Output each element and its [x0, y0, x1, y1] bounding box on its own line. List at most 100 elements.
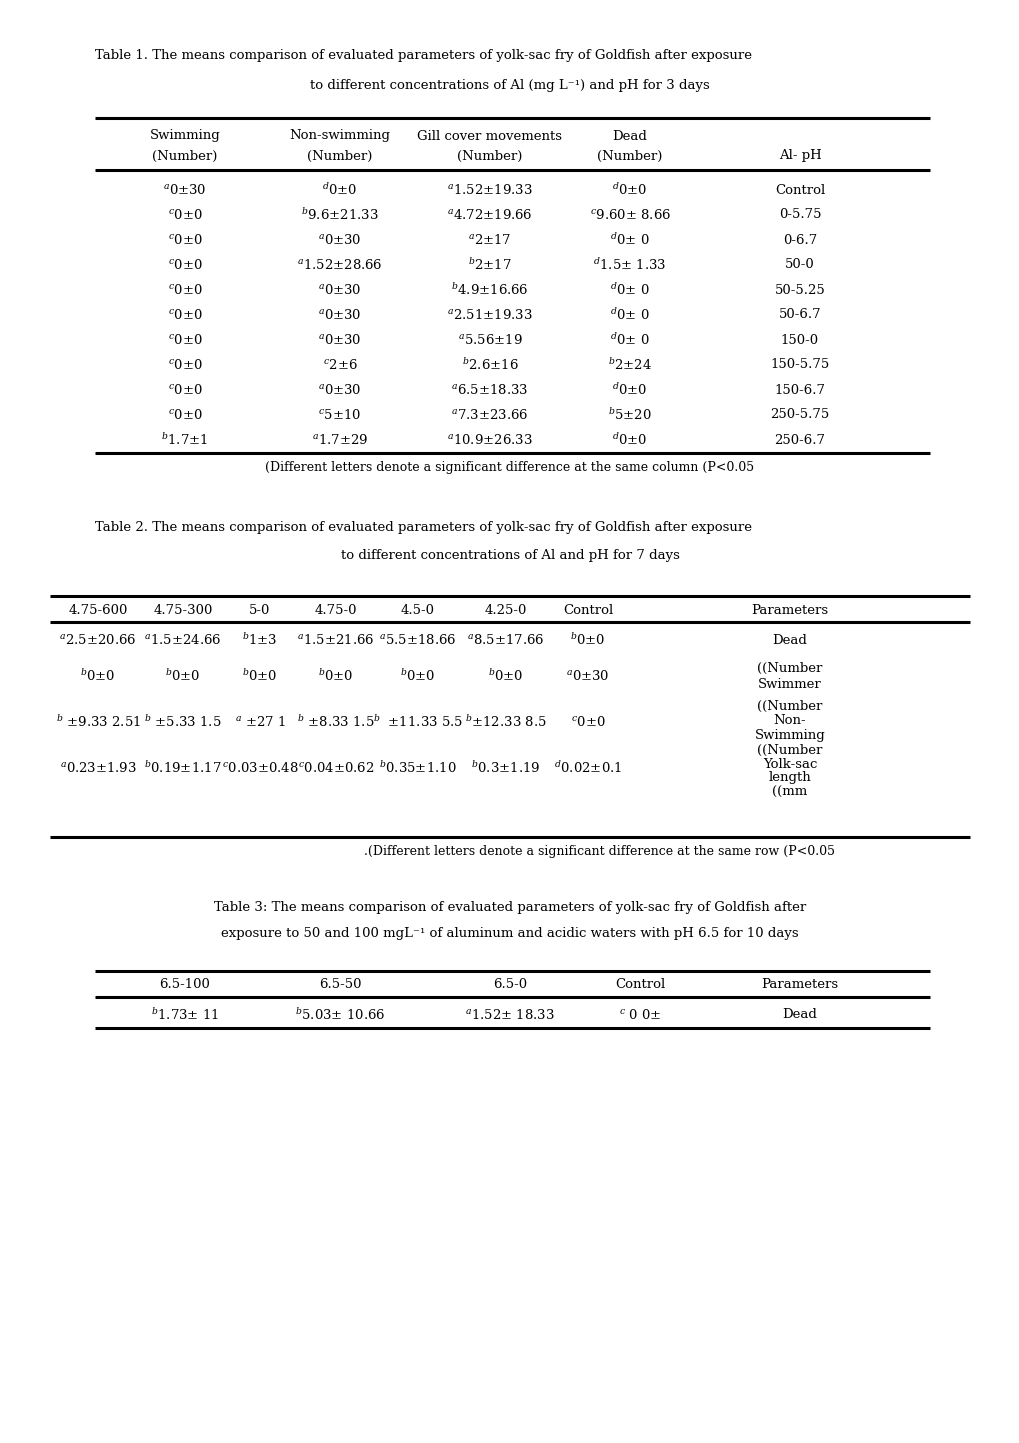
- Text: Dead: Dead: [612, 130, 647, 143]
- Text: 4.75-0: 4.75-0: [315, 603, 357, 616]
- Text: to different concentrations of Al (mg L⁻¹) and pH for 3 days: to different concentrations of Al (mg L⁻…: [310, 78, 709, 91]
- Text: 150-5.75: 150-5.75: [769, 358, 828, 371]
- Text: $^b$0.35±1.10: $^b$0.35±1.10: [379, 760, 457, 776]
- Text: $^a$1.5±21.66: $^a$1.5±21.66: [298, 633, 374, 646]
- Text: 6.5-0: 6.5-0: [492, 978, 527, 991]
- Text: $^a$2.51±19.33: $^a$2.51±19.33: [446, 307, 532, 322]
- Text: ((Number: ((Number: [756, 743, 822, 756]
- Text: 50-5.25: 50-5.25: [773, 283, 824, 296]
- Text: $^d$0.02±0.1: $^d$0.02±0.1: [553, 760, 622, 776]
- Text: 6.5-50: 6.5-50: [318, 978, 361, 991]
- Text: 5-0: 5-0: [249, 603, 270, 616]
- Text: 4.5-0: 4.5-0: [400, 603, 434, 616]
- Text: ((Number: ((Number: [756, 661, 822, 674]
- Text: (Number): (Number): [152, 150, 217, 163]
- Text: $^b$ ±9.33 2.51: $^b$ ±9.33 2.51: [55, 714, 141, 730]
- Text: $^a$0±30: $^a$0±30: [163, 183, 207, 198]
- Text: $^d$0± 0: $^d$0± 0: [609, 307, 649, 323]
- Text: $^d$0± 0: $^d$0± 0: [609, 232, 649, 248]
- Text: $^b$0±0: $^b$0±0: [165, 668, 201, 684]
- Text: $^b$1.7±1: $^b$1.7±1: [161, 431, 208, 447]
- Text: $^b$0±0: $^b$0±0: [318, 668, 354, 684]
- Text: $^c$0±0: $^c$0±0: [167, 382, 202, 397]
- Text: $^c$0±0: $^c$0±0: [167, 333, 202, 346]
- Text: length: length: [768, 772, 810, 785]
- Text: $^b$1.73± 11: $^b$1.73± 11: [151, 1007, 219, 1023]
- Text: 150-0: 150-0: [781, 333, 818, 346]
- Text: $^b$0±0: $^b$0±0: [243, 668, 277, 684]
- Text: $^b$2±17: $^b$2±17: [468, 257, 512, 273]
- Text: $^b$ ±5.33 1.5: $^b$ ±5.33 1.5: [144, 714, 221, 730]
- Text: $^b$0±0: $^b$0±0: [488, 668, 523, 684]
- Text: Al- pH: Al- pH: [777, 150, 820, 163]
- Text: $^d$0± 0: $^d$0± 0: [609, 332, 649, 348]
- Text: to different concentrations of Al and pH for 7 days: to different concentrations of Al and pH…: [340, 550, 679, 563]
- Text: $^a$1.52±28.66: $^a$1.52±28.66: [297, 258, 382, 271]
- Text: $^a$6.5±18.33: $^a$6.5±18.33: [451, 382, 528, 397]
- Text: $^b$0.3±1.19: $^b$0.3±1.19: [471, 760, 540, 776]
- Text: $^d$0± 0: $^d$0± 0: [609, 281, 649, 297]
- Text: $^a$1.7±29: $^a$1.7±29: [312, 433, 368, 447]
- Text: 150-6.7: 150-6.7: [773, 384, 824, 397]
- Text: $^b$4.9±16.66: $^b$4.9±16.66: [450, 281, 528, 297]
- Text: $^a$1.52±19.33: $^a$1.52±19.33: [446, 183, 532, 198]
- Text: Parameters: Parameters: [751, 603, 827, 616]
- Text: $^b$0±0: $^b$0±0: [399, 668, 435, 684]
- Text: $^a$5.56±19: $^a$5.56±19: [458, 333, 522, 346]
- Text: $^b$0±0: $^b$0±0: [570, 632, 605, 648]
- Text: $^a$0±30: $^a$0±30: [318, 382, 362, 397]
- Text: $^d$0±0: $^d$0±0: [611, 182, 647, 198]
- Text: $^c$0±0: $^c$0±0: [167, 358, 202, 372]
- Text: $^c$9.60± 8.66: $^c$9.60± 8.66: [589, 208, 669, 222]
- Text: $^b$2±24: $^b$2±24: [607, 356, 651, 372]
- Text: $^a$0±30: $^a$0±30: [318, 333, 362, 346]
- Text: $^c$0±0: $^c$0±0: [167, 208, 202, 222]
- Text: 250-5.75: 250-5.75: [769, 408, 828, 421]
- Text: ((Number: ((Number: [756, 700, 822, 713]
- Text: exposure to 50 and 100 mgL⁻¹ of aluminum and acidic waters with pH 6.5 for 10 da: exposure to 50 and 100 mgL⁻¹ of aluminum…: [221, 926, 798, 939]
- Text: $^a$ ±27 1: $^a$ ±27 1: [234, 714, 285, 729]
- Text: Dead: Dead: [771, 633, 807, 646]
- Text: Table 1. The means comparison of evaluated parameters of yolk-sac fry of Goldfis: Table 1. The means comparison of evaluat…: [95, 49, 751, 62]
- Text: Swimming: Swimming: [754, 729, 824, 742]
- Text: $^a$8.5±17.66: $^a$8.5±17.66: [467, 633, 544, 646]
- Text: $^b$0.19±1.17: $^b$0.19±1.17: [144, 760, 221, 776]
- Text: Control: Control: [562, 603, 612, 616]
- Text: $^b$5.03± 10.66: $^b$5.03± 10.66: [294, 1007, 385, 1023]
- Text: (Number): (Number): [457, 150, 522, 163]
- Text: $^b$0±0: $^b$0±0: [81, 668, 115, 684]
- Text: $^b$5±20: $^b$5±20: [607, 407, 651, 423]
- Text: $^a$2.5±20.66: $^a$2.5±20.66: [59, 633, 137, 646]
- Text: $^c$ 0 0±: $^c$ 0 0±: [619, 1009, 660, 1022]
- Text: $^b$9.6±21.33: $^b$9.6±21.33: [301, 206, 378, 224]
- Text: $^a$0.23±1.93: $^a$0.23±1.93: [59, 760, 137, 775]
- Text: $^b$ ±8.33 1.5: $^b$ ±8.33 1.5: [297, 714, 374, 730]
- Text: 50-6.7: 50-6.7: [777, 309, 820, 322]
- Text: 4.75-300: 4.75-300: [153, 603, 213, 616]
- Text: $^c$0±0: $^c$0±0: [167, 307, 202, 322]
- Text: $^d$0±0: $^d$0±0: [322, 182, 358, 198]
- Text: $^a$0±30: $^a$0±30: [318, 283, 362, 297]
- Text: 50-0: 50-0: [785, 258, 814, 271]
- Text: (Different letters denote a significant difference at the same column (P<0.05: (Different letters denote a significant …: [265, 462, 754, 475]
- Text: $^c$0±0: $^c$0±0: [570, 714, 604, 729]
- Text: Dead: Dead: [782, 1009, 816, 1022]
- Text: $^b$2.6±16: $^b$2.6±16: [462, 356, 518, 372]
- Text: 0-5.75: 0-5.75: [777, 208, 820, 221]
- Text: 4.25-0: 4.25-0: [484, 603, 527, 616]
- Text: Non-: Non-: [773, 713, 806, 726]
- Text: .(Different letters denote a significant difference at the same row (P<0.05: .(Different letters denote a significant…: [364, 846, 835, 859]
- Text: $^c$0±0: $^c$0±0: [167, 232, 202, 247]
- Text: $^c$0±0: $^c$0±0: [167, 258, 202, 271]
- Text: Swimmer: Swimmer: [757, 678, 821, 691]
- Text: 4.75-600: 4.75-600: [68, 603, 127, 616]
- Text: $^a$1.52± 18.33: $^a$1.52± 18.33: [465, 1009, 554, 1022]
- Text: $^c$0±0: $^c$0±0: [167, 408, 202, 421]
- Text: 6.5-100: 6.5-100: [159, 978, 210, 991]
- Text: $^a$0±30: $^a$0±30: [566, 670, 609, 683]
- Text: Parameters: Parameters: [761, 978, 838, 991]
- Text: $^a$4.72±19.66: $^a$4.72±19.66: [446, 208, 532, 222]
- Text: $^a$2±17: $^a$2±17: [468, 232, 512, 247]
- Text: $^d$1.5± 1.33: $^d$1.5± 1.33: [593, 257, 666, 273]
- Text: $^a$0±30: $^a$0±30: [318, 307, 362, 322]
